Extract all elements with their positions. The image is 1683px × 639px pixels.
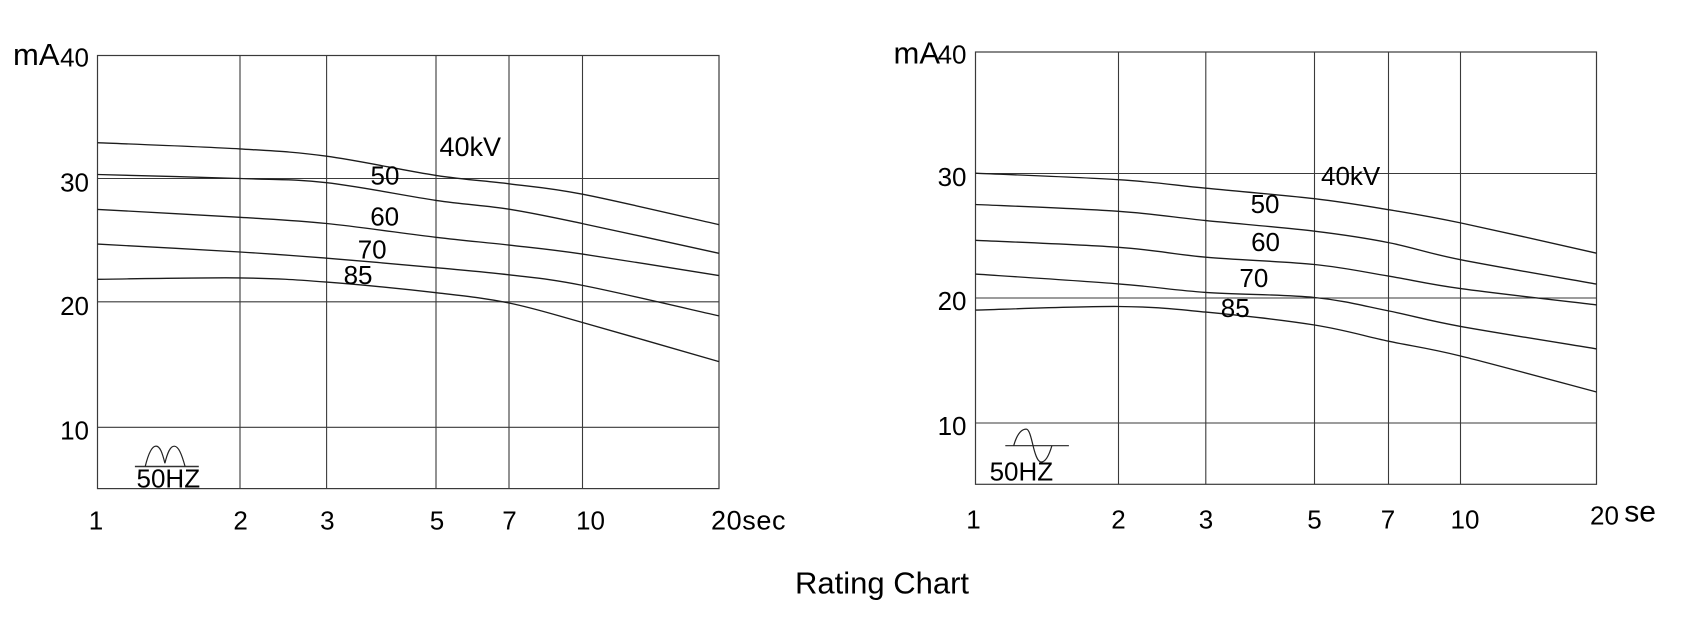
svg-text:40: 40 — [938, 40, 967, 70]
svg-text:20: 20 — [60, 291, 89, 321]
svg-text:40: 40 — [60, 43, 89, 73]
svg-text:7: 7 — [1381, 505, 1395, 535]
svg-text:5: 5 — [430, 505, 444, 535]
svg-text:70: 70 — [358, 234, 387, 264]
svg-text:50HZ: 50HZ — [137, 463, 201, 493]
svg-text:85: 85 — [344, 260, 373, 290]
svg-text:3: 3 — [1199, 505, 1213, 535]
svg-text:10: 10 — [60, 415, 89, 445]
svg-text:1: 1 — [89, 505, 103, 535]
svg-text:30: 30 — [938, 162, 967, 192]
svg-text:se: se — [1624, 495, 1656, 528]
svg-text:20: 20 — [1590, 501, 1619, 531]
svg-text:Rating Chart: Rating Chart — [795, 566, 969, 601]
svg-text:10: 10 — [938, 411, 967, 441]
svg-text:7: 7 — [502, 505, 516, 535]
svg-text:50: 50 — [1251, 189, 1280, 219]
svg-text:20sec: 20sec — [711, 505, 786, 535]
svg-text:10: 10 — [576, 505, 605, 535]
svg-text:60: 60 — [370, 201, 399, 231]
svg-text:mA: mA — [13, 37, 60, 72]
svg-text:50HZ: 50HZ — [990, 456, 1054, 486]
svg-text:85: 85 — [1221, 293, 1250, 323]
svg-text:5: 5 — [1307, 505, 1321, 535]
svg-text:2: 2 — [233, 505, 247, 535]
svg-text:2: 2 — [1111, 505, 1125, 535]
svg-text:50: 50 — [371, 161, 400, 191]
svg-text:20: 20 — [938, 286, 967, 316]
svg-text:70: 70 — [1239, 263, 1268, 293]
svg-text:30: 30 — [60, 167, 89, 197]
svg-text:1: 1 — [966, 505, 980, 535]
svg-text:mA: mA — [894, 35, 941, 70]
svg-text:40kV: 40kV — [1321, 161, 1381, 191]
svg-text:3: 3 — [320, 505, 334, 535]
svg-text:60: 60 — [1251, 227, 1280, 257]
svg-text:40kV: 40kV — [440, 132, 502, 162]
svg-text:10: 10 — [1451, 505, 1480, 535]
